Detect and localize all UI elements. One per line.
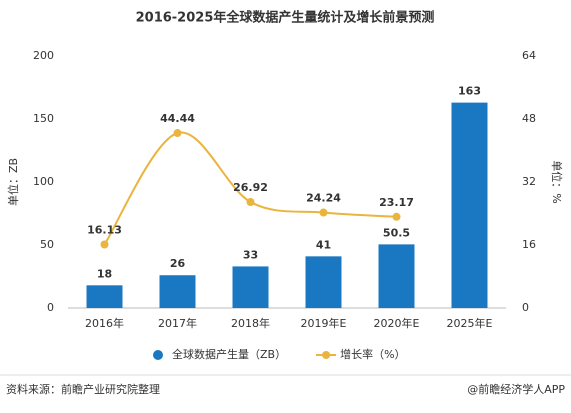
bar [451, 102, 488, 309]
x-tick-label: 2017年 [158, 316, 197, 330]
y2-tick-label: 64 [522, 49, 536, 62]
line-value-label: 26.92 [233, 181, 268, 194]
x-tick-label: 2016年 [85, 316, 124, 330]
x-tick-label: 2020年E [374, 316, 420, 330]
bar-value-label: 163 [458, 85, 481, 98]
y2-tick-label: 48 [522, 112, 536, 125]
bar [305, 256, 342, 308]
y-tick-label: 50 [40, 238, 54, 251]
bar-value-label: 50.5 [383, 226, 410, 239]
legend-swatch [322, 351, 331, 359]
legend-label: 全球数据产生量（ZB） [172, 347, 286, 361]
bar [159, 275, 196, 308]
y-tick-label: 150 [33, 112, 54, 125]
legend-swatch [153, 350, 163, 360]
legend-label: 增长率（%） [340, 347, 405, 361]
y2-tick-label: 16 [522, 238, 536, 251]
y-axis-label: 单位：ZB [6, 158, 20, 206]
x-tick-label: 2025年E [447, 316, 493, 330]
y2-tick-label: 32 [522, 175, 536, 188]
y-tick-label: 200 [33, 49, 54, 62]
line [103, 131, 397, 246]
bar-value-label: 33 [243, 248, 258, 261]
y-tick-label: 100 [33, 175, 54, 188]
line-value-label: 24.24 [306, 192, 341, 205]
x-tick-label: 2019年E [301, 316, 347, 330]
line-point [319, 208, 328, 217]
bar-value-label: 41 [316, 238, 331, 251]
y2-tick-label: 0 [522, 301, 529, 314]
bar-value-label: 26 [170, 257, 186, 270]
bar [232, 266, 269, 308]
line-value-label: 16.13 [87, 223, 122, 236]
y2-axis-label: 单位：% [550, 160, 564, 203]
line-point [246, 198, 255, 207]
bar-value-label: 18 [97, 267, 112, 280]
line-point [392, 212, 401, 221]
y-tick-label: 0 [47, 301, 54, 314]
line-value-label: 44.44 [160, 112, 195, 125]
credit: @前瞻经济学人APP [467, 382, 565, 396]
line-point [100, 240, 109, 249]
line-value-label: 23.17 [379, 196, 414, 209]
line-point [173, 129, 182, 138]
x-tick-label: 2018年 [231, 316, 270, 330]
bar [86, 285, 123, 308]
chart-title: 2016-2025年全球数据产生量统计及增长前景预测 [136, 10, 435, 26]
bar [378, 244, 415, 308]
source: 资料来源：前瞻产业研究院整理 [6, 382, 160, 396]
